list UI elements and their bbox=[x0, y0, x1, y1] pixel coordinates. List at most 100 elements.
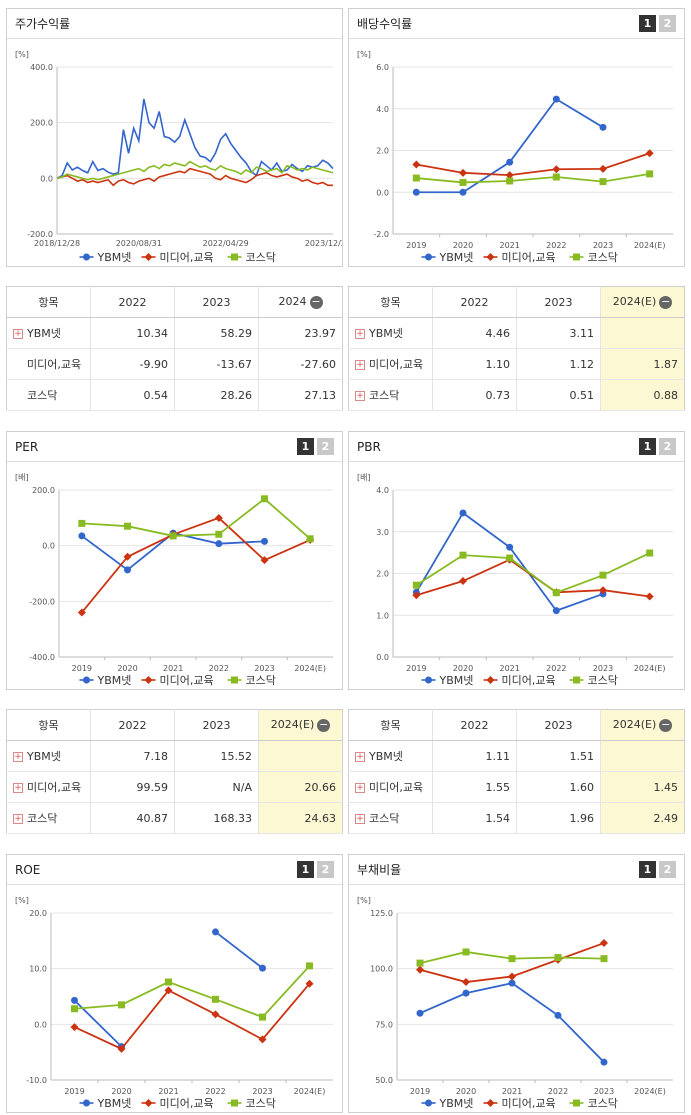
expand-plus-icon[interactable]: + bbox=[13, 783, 23, 793]
view-2-button[interactable]: 2 bbox=[317, 861, 334, 878]
x-tick-label: 2022/04/29 bbox=[203, 239, 249, 248]
table-cell: 1.96 bbox=[517, 803, 601, 834]
collapse-icon[interactable]: − bbox=[317, 719, 330, 732]
row-label: YBM넷 bbox=[27, 327, 61, 340]
legend-label: 미디어,교육 bbox=[160, 251, 214, 264]
row-name: + YBM넷 bbox=[349, 741, 433, 772]
table-header-row: 항목 2022 2023 2024− bbox=[7, 287, 343, 318]
table-row: + 코스닥 1.54 1.96 2.49 bbox=[349, 803, 685, 834]
x-tick-label: 2021 bbox=[499, 241, 519, 250]
expand-plus-icon[interactable]: + bbox=[13, 814, 23, 824]
data-point bbox=[506, 555, 513, 562]
table-cell: 1.87 bbox=[601, 349, 685, 380]
view-1-button[interactable]: 1 bbox=[639, 15, 656, 32]
x-tick-label: 2018/12/28 bbox=[34, 239, 80, 248]
table-row: 미디어,교육 -9.90 -13.67 -27.60 bbox=[7, 349, 343, 380]
data-point bbox=[646, 550, 653, 557]
data-point bbox=[460, 179, 467, 186]
column-header: 항목 bbox=[349, 710, 433, 741]
table-cell: 15.52 bbox=[175, 741, 259, 772]
view-2-button[interactable]: 2 bbox=[659, 15, 676, 32]
view-1-button[interactable]: 1 bbox=[639, 438, 656, 455]
legend-marker bbox=[145, 676, 153, 684]
data-point bbox=[306, 962, 313, 969]
legend-marker bbox=[425, 1100, 432, 1107]
expand-plus-icon[interactable]: + bbox=[355, 783, 365, 793]
data-point bbox=[261, 495, 268, 502]
legend-label: 미디어,교육 bbox=[502, 1097, 556, 1110]
column-header: 2022 bbox=[433, 710, 517, 741]
x-tick-label: 2023 bbox=[593, 664, 613, 673]
x-tick-label: 2023 bbox=[254, 664, 274, 673]
legend-marker bbox=[487, 253, 495, 261]
y-tick-label: 4.0 bbox=[376, 486, 389, 495]
panel-title: 부채비율 bbox=[357, 861, 401, 878]
table-cell: 7.18 bbox=[91, 741, 175, 772]
row-name: + YBM넷 bbox=[7, 741, 91, 772]
expand-plus-icon[interactable]: + bbox=[13, 752, 23, 762]
legend-marker bbox=[231, 254, 238, 261]
legend-label: YBM넷 bbox=[97, 251, 132, 264]
collapse-icon[interactable]: − bbox=[659, 719, 672, 732]
panel-title: ROE bbox=[15, 863, 40, 877]
series-line bbox=[416, 174, 649, 183]
y-tick-label: -10.0 bbox=[26, 1076, 47, 1085]
row-label: YBM넷 bbox=[369, 327, 403, 340]
data-point bbox=[459, 169, 467, 177]
legend-label: YBM넷 bbox=[97, 1097, 132, 1110]
legend-marker bbox=[83, 254, 90, 261]
view-2-button[interactable]: 2 bbox=[659, 861, 676, 878]
expand-plus-icon[interactable]: + bbox=[355, 329, 365, 339]
table-cell: 1.10 bbox=[433, 349, 517, 380]
y-tick-label: 0.0 bbox=[42, 542, 55, 551]
column-header-label: 항목 bbox=[380, 296, 400, 309]
table-cell: 20.66 bbox=[259, 772, 343, 803]
expand-plus-icon[interactable]: + bbox=[355, 814, 365, 824]
view-2-button[interactable]: 2 bbox=[659, 438, 676, 455]
view-1-button[interactable]: 1 bbox=[297, 861, 314, 878]
table-row: + YBM넷 7.18 15.52 bbox=[7, 741, 343, 772]
table-cell: 3.11 bbox=[517, 318, 601, 349]
collapse-icon[interactable]: − bbox=[310, 296, 323, 309]
x-tick-label: 2024(E) bbox=[634, 664, 666, 673]
pbr-table: 항목 2022 2023 2024(E) − + YBM넷 1.11 1.51 + 미디어,교육 1.… bbox=[348, 709, 685, 834]
roe-svg: [%]20.010.00.0-10.02019 2020 2021 2022 2023 2… bbox=[7, 885, 342, 1112]
column-header-label: 항목 bbox=[38, 296, 58, 309]
data-point bbox=[509, 980, 516, 987]
x-tick-label: 2019 bbox=[406, 664, 426, 673]
expand-plus-icon[interactable]: + bbox=[355, 752, 365, 762]
y-tick-label: -2.0 bbox=[373, 230, 389, 239]
table-cell: 4.46 bbox=[433, 318, 517, 349]
unit-label: [배] bbox=[357, 473, 371, 482]
view-1-button[interactable]: 1 bbox=[297, 438, 314, 455]
data-point bbox=[212, 996, 219, 1003]
view-1-button[interactable]: 1 bbox=[639, 861, 656, 878]
table-cell: 168.33 bbox=[175, 803, 259, 834]
expand-plus-icon[interactable]: + bbox=[355, 391, 365, 401]
stock-return-chart: [%] 400.0 200.0 0.0 -200.0 2018/12/28 2020/08/… bbox=[7, 39, 342, 266]
expand-plus-icon[interactable]: + bbox=[355, 360, 365, 370]
data-point bbox=[552, 165, 560, 173]
legend-marker bbox=[573, 254, 580, 261]
row-label: 코스닥 bbox=[369, 812, 399, 825]
roe-panel: ROE 12 [%] 20.0 10.0 0.0 -10.0 2019 2020 2021 20… bbox=[6, 854, 343, 1113]
debt-svg: [%]125.0100.075.050.02019 2020 2021 2022 202… bbox=[349, 885, 684, 1112]
y-tick-label: 20.0 bbox=[29, 909, 47, 918]
legend-marker bbox=[573, 1100, 580, 1107]
view-2-button[interactable]: 2 bbox=[317, 438, 334, 455]
x-tick-label: 2023 bbox=[593, 241, 613, 250]
row-name: 코스닥 bbox=[7, 380, 91, 411]
table-row: + YBM넷 10.34 58.29 23.97 bbox=[7, 318, 343, 349]
legend-marker bbox=[231, 677, 238, 684]
table-cell bbox=[601, 741, 685, 772]
expand-plus-icon[interactable]: + bbox=[13, 329, 23, 339]
row-name: + 코스닥 bbox=[7, 803, 91, 834]
column-header-label: 2022 bbox=[119, 296, 147, 309]
data-point bbox=[646, 170, 653, 177]
column-header: 2024(E) − bbox=[259, 710, 343, 741]
x-tick-label: 2020/08/31 bbox=[116, 239, 162, 248]
column-header-label: 항목 bbox=[380, 719, 400, 732]
collapse-icon[interactable]: − bbox=[659, 296, 672, 309]
